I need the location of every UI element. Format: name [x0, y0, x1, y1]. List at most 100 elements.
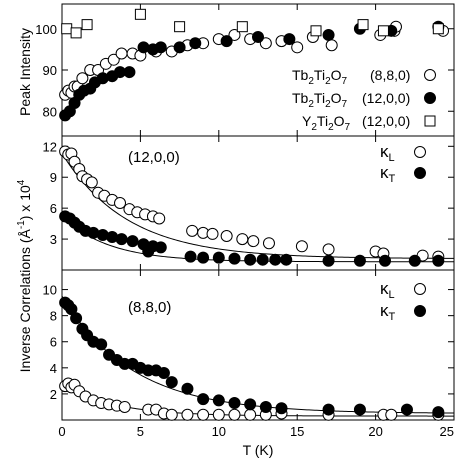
data-point-open [181, 408, 194, 421]
data-point-filled [70, 312, 83, 325]
data-point-open [322, 243, 335, 256]
panel-bottom-frame [61, 269, 455, 421]
legend-marker-open-circle [414, 146, 426, 158]
data-point-square [377, 25, 389, 37]
svg-text:Tb2Ti2O7: Tb2Ti2O7 [292, 67, 348, 87]
legend-marker-open-circle [424, 69, 436, 81]
legend-marker-open-square [424, 115, 436, 127]
y-tick-label: 100 [35, 22, 57, 37]
bottom-panel-legend: κL κT [380, 279, 426, 323]
data-point-open [115, 47, 128, 60]
data-point-filled [432, 406, 445, 419]
data-point-filled [184, 250, 197, 263]
data-point-filled [95, 338, 108, 351]
data-point-square [236, 21, 248, 33]
data-point-square [432, 23, 444, 35]
y-tick-label: 2 [50, 387, 57, 402]
data-point-filled [353, 403, 366, 416]
legend-entry-tb-880: Tb2Ti2O7 (8,8,0) [292, 67, 436, 87]
data-point-square [174, 21, 186, 33]
y-tick-label: 6 [50, 335, 57, 350]
data-point-filled [432, 254, 445, 267]
legend-hkl-tb-1200: (12,0,0) [362, 90, 410, 106]
data-point-open [85, 176, 98, 189]
data-point-open [259, 37, 272, 50]
bottom-panel-annotation: (8,8,0) [128, 299, 171, 316]
legend-marker-filled-circle [424, 92, 436, 104]
data-point-filled [283, 33, 296, 46]
legend-marker-filled-circle [414, 167, 426, 179]
y-tick-label: 12 [43, 139, 57, 154]
data-point-square [61, 23, 73, 35]
legend-entry-y-1200: Y2Ti2O7 (12,0,0) [302, 113, 436, 133]
data-point-open [118, 400, 131, 413]
data-point-filled [256, 253, 269, 266]
data-point-open [247, 235, 260, 248]
data-point-filled [228, 397, 241, 410]
data-point-filled [123, 66, 136, 79]
data-point-square [81, 19, 93, 31]
legend-hkl-tb-880: (8,8,0) [370, 67, 410, 83]
fit-curves [61, 153, 455, 417]
svg-text:κL: κL [380, 142, 395, 164]
y-tick-label: 80 [43, 104, 57, 119]
data-point-open [262, 237, 275, 250]
svg-text:κT: κT [380, 301, 396, 323]
data-point-open [107, 53, 120, 66]
x-tick-label: 25 [440, 424, 454, 439]
x-tick-label: 15 [290, 424, 304, 439]
data-point-filled [322, 28, 335, 41]
svg-text:Y2Ti2O7: Y2Ti2O7 [302, 113, 351, 133]
x-tick-label: 0 [58, 424, 65, 439]
data-point-open [244, 408, 257, 421]
y-tick-label: 6 [50, 201, 57, 216]
data-point-filled [154, 241, 167, 254]
x-tick-label: 20 [368, 424, 382, 439]
y-tick-label: 3 [50, 232, 57, 247]
data-point-filled [322, 403, 335, 416]
svg-text:κT: κT [380, 163, 396, 185]
legend-marker-open-circle [414, 283, 426, 295]
data-point-filled [353, 254, 366, 267]
data-point-open [220, 229, 233, 242]
data-point-filled [126, 235, 139, 248]
data-point-square [357, 19, 369, 31]
data-point-filled [252, 31, 264, 43]
data-point-open [186, 224, 199, 237]
data-point-filled [259, 400, 272, 413]
data-point-filled [197, 393, 210, 406]
data-point-open [385, 408, 398, 421]
middle-panel-annotation: (12,0,0) [128, 149, 180, 166]
data-point-square [70, 27, 82, 39]
data-point-filled [212, 394, 225, 407]
x-tick-label: 10 [212, 424, 226, 439]
legend-marker-filled-circle [414, 305, 426, 317]
data-point-open [295, 240, 308, 253]
data-point-open [165, 408, 178, 421]
data-point-filled [400, 403, 413, 416]
data-point-filled [154, 41, 167, 54]
data-point-filled [115, 233, 128, 246]
y-tick-label: 8 [50, 309, 57, 324]
data-point-filled [142, 245, 155, 258]
data-point-filled [220, 35, 233, 48]
middle-panel-legend: κL κT [380, 142, 426, 185]
y-tick-label: 10 [43, 283, 57, 298]
data-point-open [114, 197, 127, 209]
data-point-filled [379, 254, 392, 267]
y-tick-label: 9 [50, 170, 57, 185]
data-point-open [76, 72, 89, 85]
top-panel-ylabel: Peak Intensity [17, 28, 33, 116]
data-point-filled [189, 37, 202, 50]
svg-text:Tb2Ti2O7: Tb2Ti2O7 [292, 90, 348, 110]
data-point-filled [244, 253, 257, 266]
data-point-open [153, 212, 166, 225]
data-point-open [206, 227, 219, 240]
data-point-filled [165, 376, 178, 389]
data-point-filled [212, 251, 225, 264]
legend-hkl-y-1200: (12,0,0) [362, 113, 410, 129]
y-tick-label: 4 [50, 361, 57, 376]
data-point-filled [181, 382, 194, 395]
